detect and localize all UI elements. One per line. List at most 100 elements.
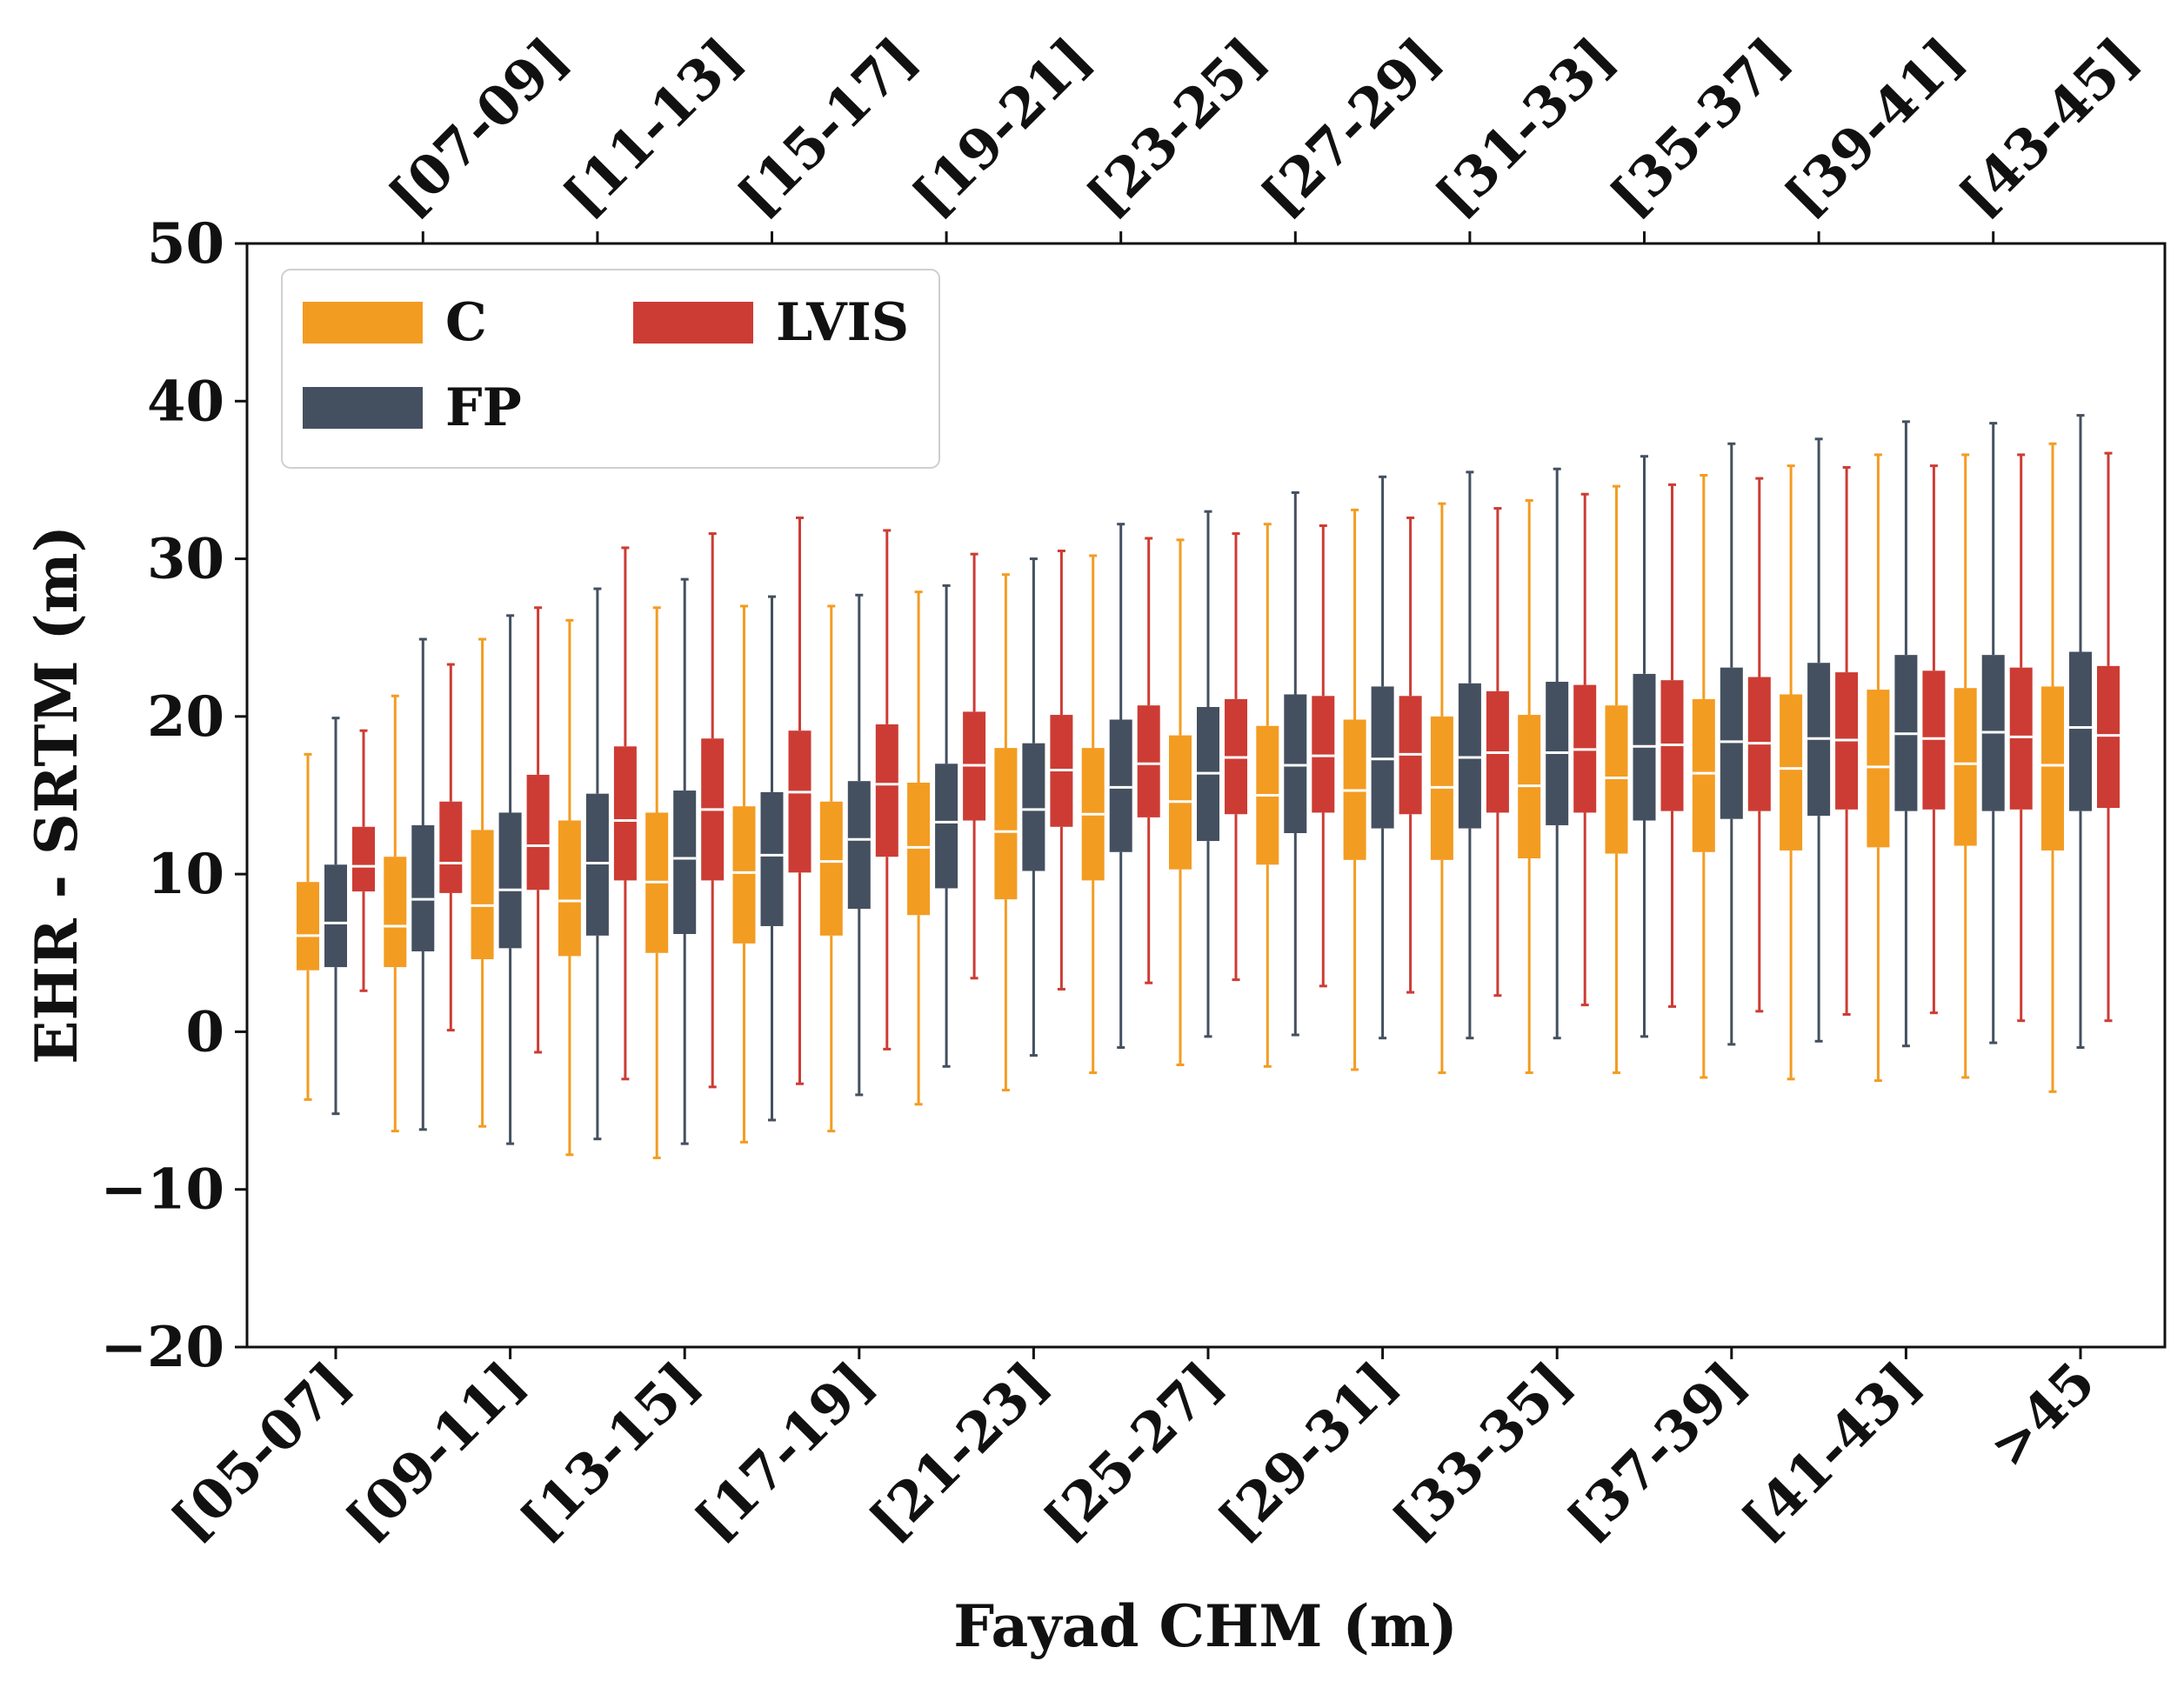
- box-iqr: [907, 782, 931, 916]
- box-fp-9: [1022, 557, 1045, 1057]
- box-fp-3: [498, 614, 522, 1145]
- box-c-6: [732, 604, 756, 1144]
- box-fp-10: [1109, 523, 1132, 1050]
- legend-swatch-lvis: [633, 302, 753, 344]
- legend-label-c: C: [445, 292, 487, 353]
- box-lvis-6: [788, 516, 811, 1085]
- box-iqr: [2041, 686, 2064, 851]
- box-fp-11: [1197, 510, 1219, 1038]
- box-iqr: [498, 812, 522, 949]
- box-iqr: [1692, 698, 1715, 852]
- box-c-16: [1605, 484, 1628, 1075]
- box-iqr: [1780, 694, 1803, 851]
- box-iqr: [384, 857, 407, 968]
- box-lvis-1: [352, 729, 375, 992]
- box-c-8: [907, 590, 931, 1106]
- box-lvis-17: [1747, 477, 1771, 1013]
- box-fp-17: [1720, 442, 1743, 1046]
- box-lvis-8: [963, 552, 986, 980]
- box-iqr: [471, 830, 494, 960]
- box-iqr: [732, 806, 756, 944]
- box-lvis-2: [439, 663, 463, 1032]
- box-fp-8: [935, 584, 958, 1068]
- box-fp-12: [1284, 490, 1307, 1037]
- box-fp-21: [2069, 414, 2092, 1050]
- box-iqr: [439, 801, 463, 893]
- legend: C FP LVIS: [281, 269, 940, 469]
- box-iqr: [1284, 694, 1307, 834]
- y-tick-label: 50: [147, 211, 224, 277]
- legend-frame: [281, 269, 940, 469]
- y-tick-label: 40: [147, 369, 224, 434]
- box-c-2: [384, 694, 407, 1133]
- box-lvis-12: [1312, 524, 1335, 988]
- box-iqr: [1371, 686, 1394, 829]
- box-iqr: [673, 790, 697, 935]
- y-tick-label: 0: [185, 999, 224, 1064]
- box-iqr: [558, 820, 581, 957]
- box-c-15: [1518, 498, 1541, 1075]
- box-fp-19: [1894, 420, 1918, 1048]
- legend-label-lvis: LVIS: [776, 292, 909, 353]
- y-tick-label: 10: [147, 842, 224, 907]
- box-lvis-11: [1225, 532, 1247, 982]
- legend-swatch-c: [303, 302, 423, 344]
- box-c-3: [471, 637, 494, 1128]
- legend-swatch-fp: [303, 387, 423, 429]
- box-iqr: [2009, 667, 2033, 810]
- box-iqr: [2097, 665, 2120, 809]
- box-iqr: [819, 801, 843, 936]
- box-lvis-18: [1835, 465, 1859, 1016]
- box-iqr: [935, 764, 958, 889]
- y-tick-label: −10: [100, 1157, 224, 1223]
- box-lvis-7: [875, 529, 898, 1051]
- box-fp-18: [1807, 437, 1831, 1043]
- box-lvis-5: [701, 532, 725, 1089]
- box-iqr: [2069, 651, 2092, 811]
- box-lvis-10: [1137, 537, 1160, 984]
- box-iqr: [760, 791, 784, 926]
- y-tick-label: 20: [147, 684, 224, 750]
- box-fp-1: [324, 717, 347, 1116]
- boxes-layer: [297, 414, 2120, 1159]
- box-iqr: [1720, 667, 1743, 819]
- y-axis-label: EHR - SRTM (m): [23, 525, 90, 1064]
- box-c-4: [558, 618, 581, 1157]
- box-fp-4: [585, 587, 609, 1141]
- box-lvis-19: [1922, 464, 1946, 1015]
- box-c-20: [1954, 453, 1977, 1079]
- box-c-14: [1430, 502, 1453, 1075]
- y-axis: −20 −10 0 10 20 30 40 50: [100, 211, 247, 1380]
- box-c-5: [645, 606, 669, 1159]
- box-iqr: [847, 781, 871, 910]
- box-c-17: [1692, 473, 1715, 1079]
- box-fp-20: [1981, 422, 2005, 1044]
- box-iqr: [1922, 670, 1946, 810]
- box-iqr: [875, 724, 898, 857]
- box-c-10: [1081, 554, 1105, 1075]
- box-iqr: [352, 826, 375, 892]
- box-lvis-4: [613, 546, 637, 1081]
- box-c-13: [1343, 508, 1366, 1071]
- box-c-18: [1780, 464, 1803, 1081]
- box-fp-13: [1371, 475, 1394, 1040]
- box-c-19: [1867, 453, 1890, 1083]
- box-lvis-20: [2009, 453, 2033, 1023]
- box-lvis-9: [1050, 550, 1073, 991]
- box-iqr: [1867, 690, 1890, 848]
- box-iqr: [1137, 705, 1160, 817]
- box-c-12: [1256, 523, 1279, 1068]
- box-c-21: [2041, 442, 2064, 1093]
- x-axis-label: Fayad CHM (m): [953, 1592, 1457, 1660]
- box-iqr: [613, 746, 637, 881]
- box-iqr: [526, 774, 550, 891]
- box-iqr: [1458, 683, 1481, 829]
- box-c-1: [297, 752, 319, 1101]
- box-lvis-16: [1660, 483, 1684, 1008]
- box-fp-6: [760, 595, 784, 1122]
- box-fp-7: [847, 593, 871, 1097]
- box-iqr: [1605, 705, 1628, 854]
- box-lvis-3: [526, 606, 550, 1054]
